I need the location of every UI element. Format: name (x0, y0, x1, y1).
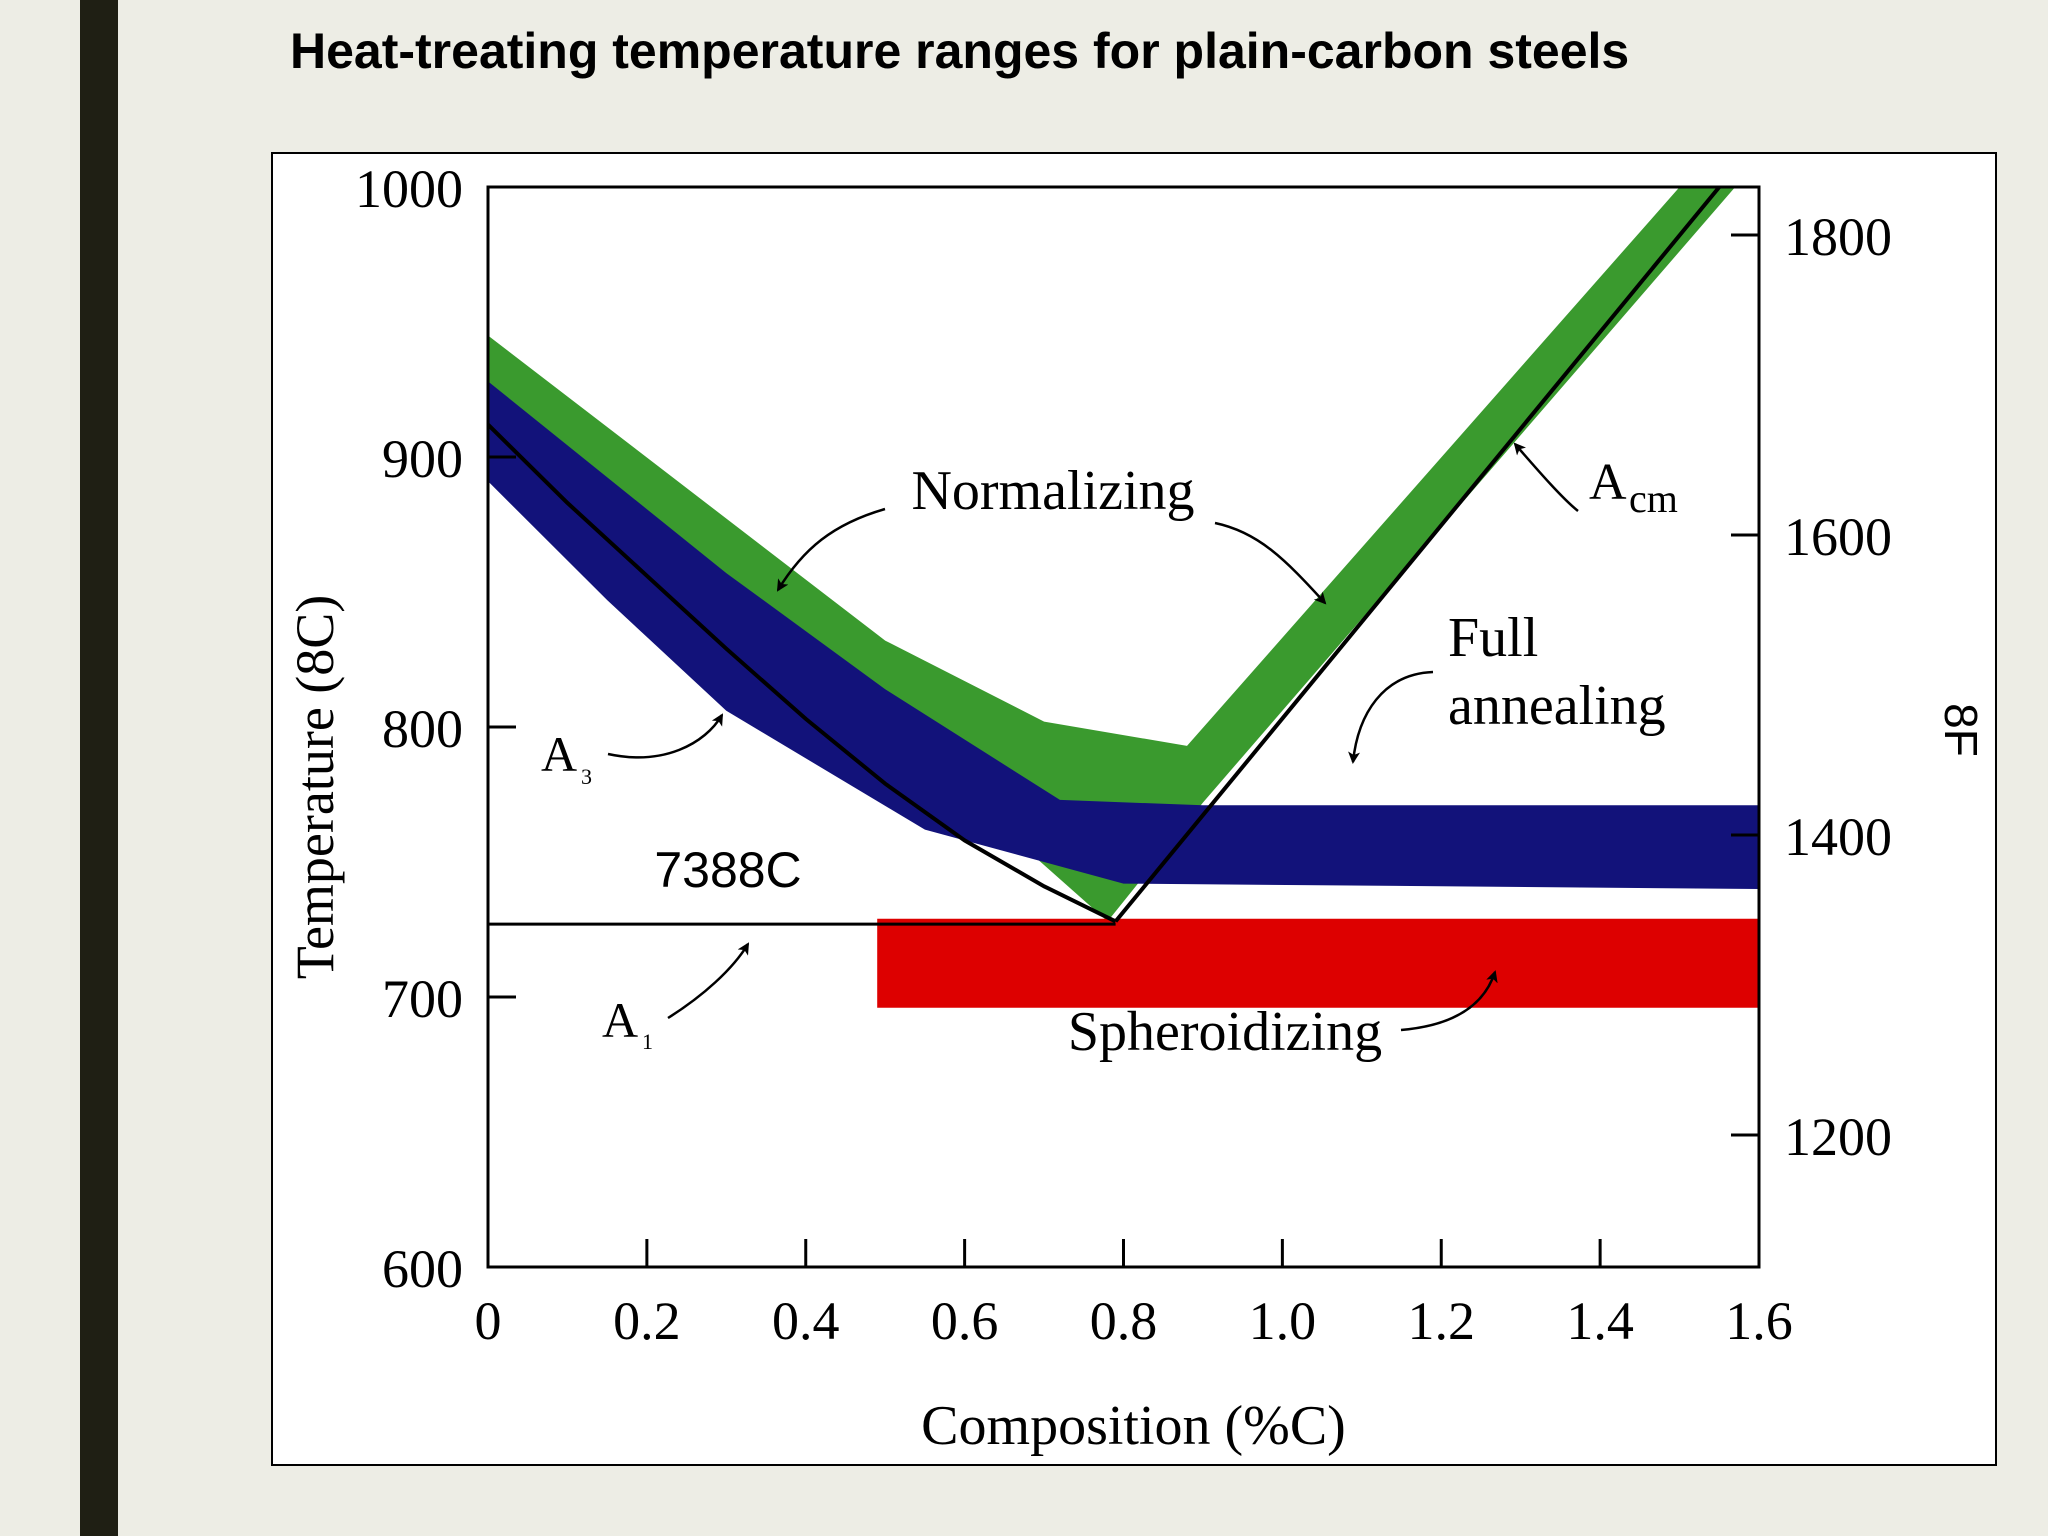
spheroidizing-region (877, 918, 1759, 1008)
spheroidizing-label: Spheroidizing (1068, 1001, 1382, 1063)
y2-tick-label: 1800 (1784, 207, 1892, 267)
y-tick-label: 600 (382, 1239, 463, 1299)
acm-arrow (1513, 442, 1579, 512)
y-tick-label: 1000 (355, 159, 463, 219)
slide-title: Heat-treating temperature ranges for pla… (290, 23, 1630, 79)
acm-label: A (1589, 454, 1627, 511)
x-tick-label: 0 (475, 1291, 502, 1351)
x-tick-label: 0.2 (613, 1291, 681, 1351)
y2-tick-label: 1600 (1784, 507, 1892, 567)
normalizing-region (488, 187, 1736, 922)
heat-treatment-chart: 0 0.2 0.4 0.6 0.8 1.0 1.2 1.4 1.6 600 700 800 900 100… (285, 159, 1987, 1457)
a3-label-subscript: 3 (581, 764, 592, 789)
full_annealing-region (488, 381, 1759, 889)
a3-line (486, 423, 1117, 924)
y-axis-label: Temperature (8C) (285, 595, 345, 980)
normalizing-label: Normalizing (911, 460, 1194, 522)
acm-label-subscript: cm (1629, 476, 1678, 521)
x-axis-label: Composition (%C) (921, 1395, 1346, 1457)
phase-boundary-lines (486, 185, 1721, 926)
chart-regions (488, 187, 1759, 1008)
x-tick-label: 0.4 (772, 1291, 840, 1351)
a1-label-subscript: 1 (642, 1029, 653, 1054)
a1-label: A (602, 992, 638, 1048)
y2-tick-label: 1200 (1784, 1107, 1892, 1167)
normalizing-arrow-left (776, 507, 886, 592)
pointer-arrows (607, 442, 1579, 1032)
chart-frame: 0 0.2 0.4 0.6 0.8 1.0 1.2 1.4 1.6 600 700 800 900 100… (271, 152, 1997, 1466)
x-tick-label: 0.8 (1090, 1291, 1158, 1351)
eutectoid-temperature-label: 7388C (654, 842, 801, 898)
x-tick-label: 0.6 (931, 1291, 999, 1351)
full-annealing-arrow (1348, 670, 1434, 764)
spheroidizing-arrow (1400, 970, 1498, 1032)
y2-axis-label: 8F (1935, 703, 1987, 757)
axes: 0 0.2 0.4 0.6 0.8 1.0 1.2 1.4 1.6 600 700 800 900 100… (355, 159, 1892, 1351)
y-tick-label: 800 (382, 699, 463, 759)
y-tick-label: 700 (382, 969, 463, 1029)
full-annealing-label-line1: Full (1448, 607, 1538, 669)
y2-tick-label: 1400 (1784, 807, 1892, 867)
a1-arrow (667, 942, 750, 1020)
x-tick-label: 1.0 (1249, 1291, 1317, 1351)
acm-line (1114, 185, 1721, 923)
a3-label: A (541, 726, 577, 782)
normalizing-arrow-right (1214, 521, 1327, 605)
x-tick-label: 1.6 (1725, 1291, 1793, 1351)
full-annealing-label-line2: annealing (1448, 675, 1666, 737)
slide-accent-bar (80, 0, 118, 1536)
x-tick-label: 1.4 (1566, 1291, 1634, 1351)
y-tick-label: 900 (382, 429, 463, 489)
x-tick-label: 1.2 (1408, 1291, 1476, 1351)
a3-arrow (607, 713, 724, 759)
